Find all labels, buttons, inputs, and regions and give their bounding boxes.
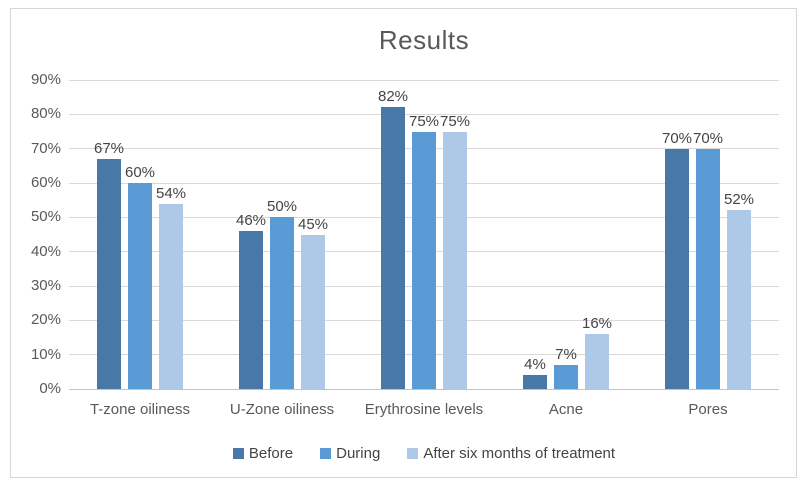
- bar-during-2: [270, 217, 294, 389]
- chart-frame: Results 67% 46% 82% 4% 70% 60% 50% 75% 7% 70% 54% 4…: [10, 8, 797, 478]
- x-axis-category-label: U-Zone oiliness: [229, 401, 335, 418]
- legend-label: After six months of treatment: [423, 445, 616, 462]
- y-axis-tick-label: 60%: [30, 174, 61, 191]
- bar-data-label: 16%: [581, 315, 613, 333]
- legend-swatch-icon: [232, 448, 244, 459]
- legend-item: Before: [232, 445, 294, 462]
- y-axis-tick-label: 20%: [30, 311, 61, 329]
- bar-data-label: 60%: [124, 164, 156, 181]
- legend-swatch-icon: [320, 448, 332, 459]
- y-axis-tick-label: 50%: [30, 208, 61, 226]
- bar-before-5: [665, 148, 689, 389]
- y-axis-tick-label: 10%: [30, 345, 61, 363]
- chart-title: Results: [378, 25, 470, 55]
- bar-data-label: 75%: [439, 112, 471, 130]
- x-axis-category-label: Erythrosine levels: [364, 401, 484, 418]
- x-axis-category-label: Acne: [548, 401, 584, 418]
- x-axis-line: [69, 388, 779, 390]
- bar-after-2: [301, 234, 325, 389]
- bar-data-label: 70%: [661, 129, 693, 147]
- bar-during-4: [554, 364, 578, 389]
- bar-before-3: [381, 107, 405, 389]
- bar-after-3: [443, 131, 467, 389]
- bar-before-4: [523, 375, 547, 389]
- bar-data-label: 46%: [235, 212, 267, 230]
- bar-after-4: [585, 334, 609, 389]
- legend-item: After six months of treatment: [407, 445, 615, 462]
- y-axis-tick-label: 90%: [30, 71, 61, 88]
- bar-data-label: 50%: [266, 198, 298, 216]
- legend-swatch-icon: [407, 448, 419, 459]
- legend-item: During: [320, 445, 380, 462]
- bar-data-label: 54%: [155, 184, 187, 202]
- legend: Before During After six months of treatmen…: [69, 445, 779, 462]
- bar-after-5: [727, 210, 751, 389]
- y-axis-tick-label: 40%: [30, 242, 61, 260]
- bar-during-5: [696, 148, 720, 389]
- bar-during-1: [128, 183, 152, 389]
- bar-data-label: 70%: [692, 129, 724, 147]
- legend-label: Before: [248, 445, 294, 462]
- bar-data-label: 82%: [377, 88, 409, 106]
- y-axis-tick-label: 80%: [30, 105, 61, 123]
- y-axis-tick-label: 70%: [30, 139, 61, 157]
- bar-before-2: [239, 231, 263, 389]
- bar-before-1: [97, 158, 121, 389]
- gridline: [69, 113, 779, 115]
- gridline: [69, 79, 779, 81]
- x-axis-category-label: T-zone oiliness: [89, 401, 191, 418]
- bar-data-label: 7%: [555, 345, 577, 363]
- bar-data-label: 52%: [723, 191, 755, 209]
- x-axis-category-label: Pores: [688, 401, 728, 418]
- bar-during-3: [412, 131, 436, 389]
- bar-after-1: [159, 203, 183, 389]
- bar-data-label: 45%: [297, 215, 329, 233]
- bar-data-label: 4%: [524, 356, 546, 374]
- y-axis-tick-label: 0%: [39, 380, 61, 397]
- x-axis: T-zone oiliness U-Zone oiliness Erythrosin…: [69, 401, 779, 418]
- bar-data-label: 75%: [408, 112, 440, 130]
- legend-label: During: [336, 445, 381, 462]
- bar-data-label: 67%: [93, 139, 125, 157]
- plot-area: 67% 46% 82% 4% 70% 60% 50% 75% 7% 70% 54% 45% 75% 16%…: [69, 79, 779, 390]
- y-axis-tick-label: 30%: [30, 277, 61, 294]
